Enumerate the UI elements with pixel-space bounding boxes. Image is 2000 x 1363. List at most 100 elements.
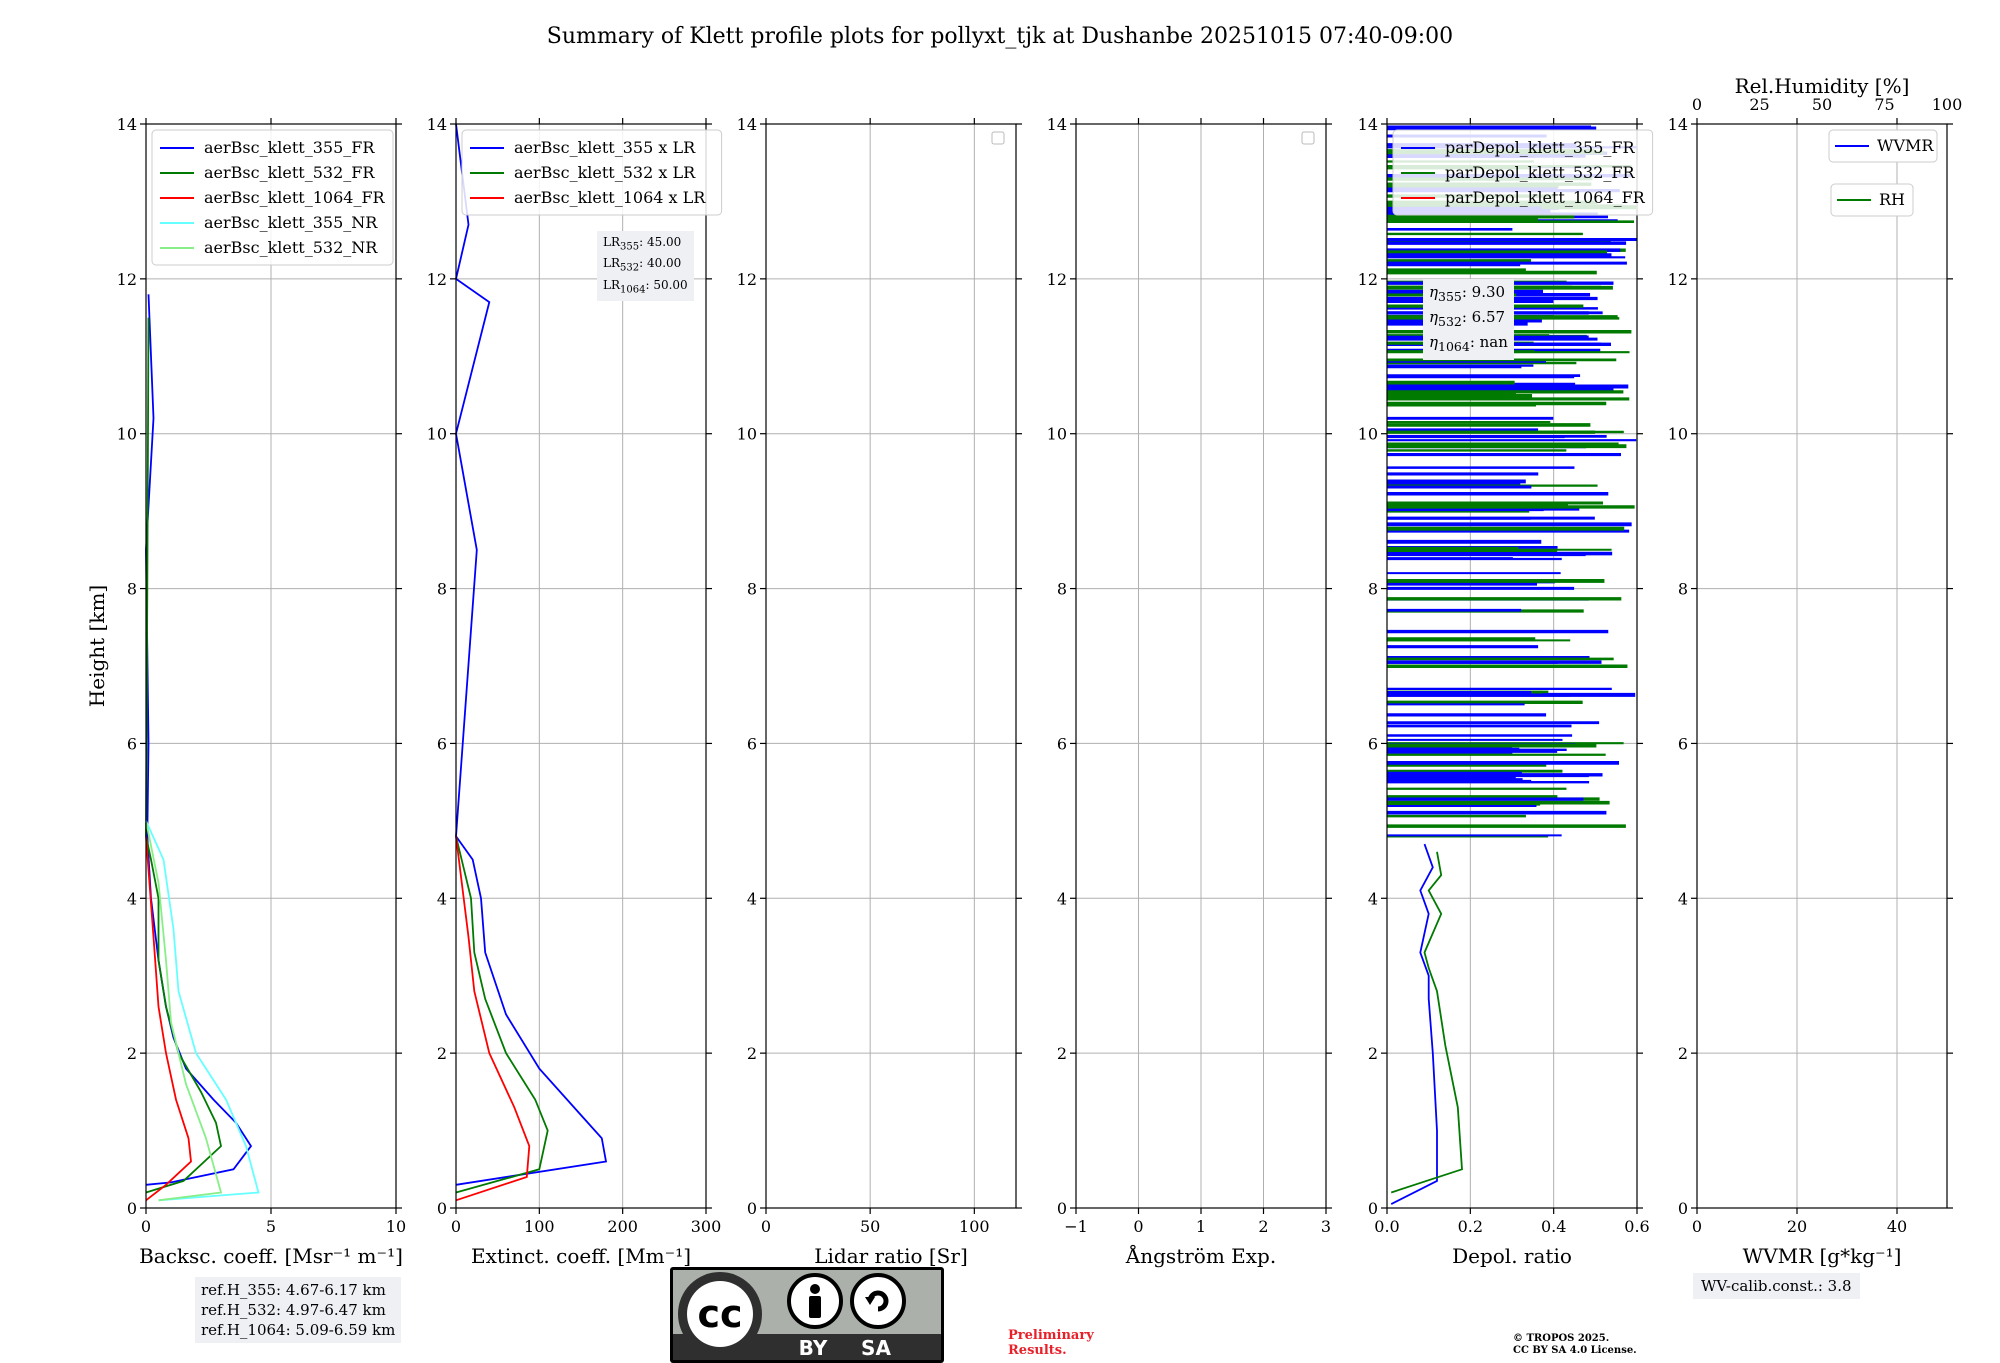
y-tick-label: 8 (1368, 580, 1378, 599)
x-tick-label: 200 (607, 1217, 638, 1236)
preliminary-line2: Results. (1008, 1343, 1067, 1358)
x-tick-label: 0.2 (1458, 1217, 1483, 1236)
legend-label: aerBsc_klett_1064 x LR (514, 188, 706, 207)
y-tick-label: 2 (747, 1044, 757, 1063)
y-tick-label: 0 (127, 1199, 137, 1218)
legend-label: aerBsc_klett_532_NR (204, 238, 378, 257)
y-tick-label: 12 (427, 270, 447, 289)
y-tick-label: 6 (437, 734, 447, 753)
ref-height-box: ref.H_355: 4.67-6.17 km ref.H_532: 4.97-… (195, 1277, 402, 1343)
ref-h-532: ref.H_532: 4.97-6.47 km (201, 1301, 386, 1319)
legend-frame (1828, 129, 1938, 163)
legend-backsc: aerBsc_klett_355_FR aerBsc_klett_532_FRae… (151, 129, 394, 266)
x-tick-label: 20 (1787, 1217, 1807, 1236)
y-tick-label: 6 (1057, 734, 1067, 753)
y-tick-label: 12 (1668, 270, 1688, 289)
y-tick-label: 10 (427, 425, 447, 444)
eta-532: η532: 6.57 (1429, 308, 1506, 329)
y-tick-label: 8 (437, 580, 447, 599)
y-tick-label: 6 (1368, 734, 1378, 753)
legend-label: parDepol_klett_1064_FR (1445, 188, 1646, 207)
legend-label: aerBsc_klett_355_FR (204, 138, 375, 157)
legend-label: aerBsc_klett_355 x LR (514, 138, 696, 157)
copyright-line1: © TROPOS 2025. (1513, 1333, 1610, 1344)
top-x-tick-label: 25 (1749, 95, 1769, 114)
x-tick-label: 0.0 (1374, 1217, 1399, 1236)
y-tick-label: 6 (127, 734, 137, 753)
x-tick-label: 100 (959, 1217, 990, 1236)
y-tick-label: 2 (1678, 1044, 1688, 1063)
y-tick-label: 0 (1368, 1199, 1378, 1218)
x-tick-label: 100 (524, 1217, 555, 1236)
x-axis-label: Extinct. coeff. [Mm⁻¹] (471, 1244, 691, 1268)
ref-h-355: ref.H_355: 4.67-6.17 km (201, 1281, 386, 1299)
series-aerbsc-klett-532-fr (145, 317, 222, 1194)
y-tick-label: 6 (1678, 734, 1688, 753)
preliminary-line1: Preliminary (1008, 1328, 1094, 1343)
sa-text: SA (861, 1336, 891, 1360)
eta-1064: η1064: nan (1429, 333, 1508, 354)
y-tick-label: 4 (127, 889, 137, 908)
y-tick-label: 4 (747, 889, 757, 908)
x-tick-label: −1 (1064, 1217, 1088, 1236)
y-tick-label: 4 (1057, 889, 1067, 908)
series-pardepol-klett-355-fr (1390, 843, 1438, 1205)
y-tick-label: 14 (427, 115, 447, 134)
series-aerbsc-klett-355-nr (145, 820, 260, 1202)
series-aerbsc-klett-532-x-lr (455, 836, 549, 1194)
empty-legend (1301, 131, 1315, 145)
y-tick-label: 8 (1678, 580, 1688, 599)
top-x-tick-label: 75 (1874, 95, 1894, 114)
legend-label: WVMR (1877, 136, 1934, 155)
legend-label: parDepol_klett_355_FR (1445, 138, 1636, 157)
top-x-axis-label: Rel.Humidity [%] (1735, 74, 1910, 98)
y-tick-label: 12 (1047, 270, 1067, 289)
x-axis-label: Depol. ratio (1452, 1244, 1572, 1268)
panel-lidarratio: 0 2 4 6 8 10 12 14 0 50 100 Lidar ratio [Sr] (737, 115, 1022, 1268)
panel-backsc: 0 2 4 6 8 10 12 14 0 5 10 Backsc. coeff. [Msr⁻¹ m⁻¹… (117, 115, 407, 1268)
y-tick-label: 6 (747, 734, 757, 753)
x-tick-label: 3 (1321, 1217, 1331, 1236)
x-tick-label: 2 (1258, 1217, 1268, 1236)
x-tick-label: 10 (386, 1217, 406, 1236)
legend-label: RH (1879, 190, 1905, 209)
legend-label: aerBsc_klett_532 x LR (514, 163, 696, 182)
legend-frame (1392, 129, 1654, 216)
legend-label: aerBsc_klett_1064_FR (204, 188, 386, 207)
y-tick-label: 8 (1057, 580, 1067, 599)
x-axis-label: Ångström Exp. (1125, 1243, 1276, 1268)
legend-frame (151, 129, 394, 266)
y-tick-label: 14 (737, 115, 757, 134)
series-aerbsc-klett-1064-x-lr (455, 836, 531, 1202)
legend-label: aerBsc_klett_355_NR (204, 213, 378, 232)
x-axis-label: WVMR [g*kg⁻¹] (1743, 1244, 1902, 1268)
height-axis-label: Height [km] (85, 585, 109, 707)
y-tick-label: 8 (747, 580, 757, 599)
y-tick-label: 14 (1668, 115, 1688, 134)
y-tick-label: 12 (737, 270, 757, 289)
x-tick-label: 300 (691, 1217, 722, 1236)
panel-frame (1696, 123, 1948, 1209)
wv-calib-box: WV-calib.const.: 3.8 (1693, 1273, 1860, 1299)
y-tick-label: 8 (127, 580, 137, 599)
x-tick-label: 0 (1133, 1217, 1143, 1236)
lr-355: LR355: 45.00 (603, 235, 682, 253)
preliminary-note: Preliminary Results. (1008, 1328, 1094, 1358)
series-aerbsc-klett-355-fr (145, 294, 253, 1186)
ref-h-1064: ref.H_1064: 5.09-6.59 km (201, 1321, 396, 1339)
legend-extinct: aerBsc_klett_355 x LR aerBsc_klett_532 x … (461, 129, 723, 216)
sa-icon (850, 1273, 906, 1329)
y-tick-label: 0 (747, 1199, 757, 1218)
legend-wvmr: WVMR (1828, 129, 1938, 163)
y-tick-label: 10 (737, 425, 757, 444)
lidar-ratio-box: LR355: 45.00 LR532: 40.00 LR1064: 50.00 (597, 231, 694, 302)
lr-1064: LR1064: 50.00 (603, 277, 688, 296)
y-tick-label: 2 (1057, 1044, 1067, 1063)
x-tick-label: 0 (451, 1217, 461, 1236)
legend-rh: RH (1830, 183, 1914, 217)
y-tick-label: 14 (1047, 115, 1067, 134)
y-tick-label: 10 (1047, 425, 1067, 444)
